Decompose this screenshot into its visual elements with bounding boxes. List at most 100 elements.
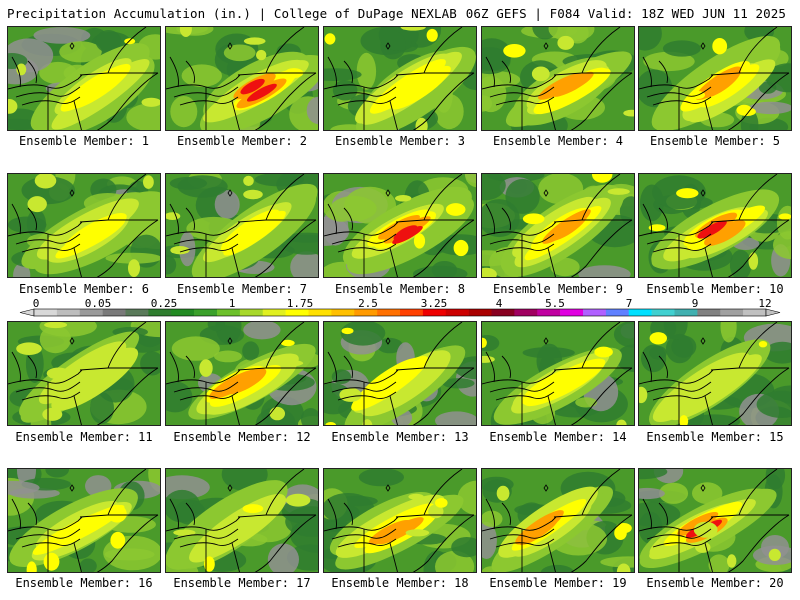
ensemble-member-map <box>481 173 635 278</box>
colorbar-swatch <box>651 309 675 316</box>
ensemble-member-map <box>481 321 635 426</box>
colorbar-swatch <box>56 309 81 316</box>
colorbar-swatch <box>102 309 126 316</box>
ensemble-member-label: Ensemble Member: 12 <box>173 430 311 444</box>
ensemble-member-map <box>481 26 635 131</box>
ensemble-member-map <box>638 321 792 426</box>
ensemble-member-label: Ensemble Member: 9 <box>492 282 624 296</box>
colorbar-swatch <box>331 309 355 316</box>
ensemble-member-label: Ensemble Member: 18 <box>331 576 469 590</box>
colorbar-tick-label: 7 <box>626 298 633 310</box>
precip-map <box>166 174 318 277</box>
ensemble-member-label: Ensemble Member: 17 <box>173 576 311 590</box>
colorbar-swatch <box>262 309 286 316</box>
precip-map <box>482 174 634 277</box>
colorbar-swatch <box>34 309 58 316</box>
colorbar-swatch <box>514 309 538 316</box>
ensemble-member-map <box>165 468 319 573</box>
colorbar-swatch <box>194 309 218 316</box>
colorbar-swatch <box>491 309 515 316</box>
ensemble-member-map <box>323 173 477 278</box>
colorbar-swatch <box>537 309 561 316</box>
ensemble-member-label: Ensemble Member: 5 <box>649 134 781 148</box>
colorbar-swatch <box>217 309 241 316</box>
colorbar-tick-label: 0.25 <box>151 298 178 310</box>
ensemble-member-label: Ensemble Member: 3 <box>334 134 466 148</box>
colorbar-swatch <box>377 309 401 316</box>
precip-map <box>8 469 160 572</box>
run-valid-time: 06Z GEFS | F084 Valid: 18Z WED JUN 11 20… <box>465 6 786 21</box>
colorbar-swatch <box>285 309 309 316</box>
precip-map <box>8 174 160 277</box>
precip-map <box>324 27 476 130</box>
colorbar-swatch <box>445 309 469 316</box>
colorbar-swatch <box>308 309 332 316</box>
colorbar-tick-label: 0 <box>33 298 40 310</box>
colorbar-right-arrow <box>765 308 781 317</box>
ensemble-member-map <box>638 173 792 278</box>
colorbar-left-arrow <box>19 308 35 317</box>
colorbar-swatch <box>239 309 264 316</box>
ensemble-member-map <box>7 468 161 573</box>
ensemble-member-label: Ensemble Member: 20 <box>646 576 784 590</box>
ensemble-member-map <box>323 321 477 426</box>
precip-map <box>166 469 318 572</box>
ensemble-member-label: Ensemble Member: 4 <box>492 134 624 148</box>
colorbar-tick-label: 9 <box>692 298 699 310</box>
ensemble-member-label: Ensemble Member: 7 <box>176 282 308 296</box>
colorbar-swatch <box>720 309 744 316</box>
ensemble-member-label: Ensemble Member: 14 <box>489 430 627 444</box>
colorbar-tick-label: 0.05 <box>85 298 112 310</box>
colorbar-swatch <box>628 309 652 316</box>
precip-map <box>639 27 791 130</box>
ensemble-member-map <box>638 468 792 573</box>
ensemble-member-label: Ensemble Member: 2 <box>176 134 308 148</box>
precip-map <box>324 322 476 425</box>
colorbar-tick-label: 4 <box>496 298 503 310</box>
colorbar-swatch <box>583 309 607 316</box>
page-title: Precipitation Accumulation (in.) | Colle… <box>7 6 457 21</box>
colorbar-swatch <box>79 309 103 316</box>
ensemble-member-map <box>165 173 319 278</box>
precip-map <box>639 322 791 425</box>
precip-map <box>482 469 634 572</box>
ensemble-member-map <box>638 26 792 131</box>
ensemble-member-label: Ensemble Member: 1 <box>18 134 150 148</box>
precip-map <box>639 174 791 277</box>
ensemble-member-map <box>323 26 477 131</box>
ensemble-member-map <box>165 321 319 426</box>
ensemble-member-map <box>323 468 477 573</box>
colorbar-swatch <box>674 309 698 316</box>
ensemble-member-map <box>481 468 635 573</box>
colorbar-swatch <box>743 309 767 316</box>
precip-map <box>639 469 791 572</box>
colorbar-swatch <box>605 309 630 316</box>
precip-colorbar: 0 0.05 0.25 1 1.75 2.5 3.25 4 5.5 7 9 12 <box>19 298 781 317</box>
ensemble-member-label: Ensemble Member: 6 <box>18 282 150 296</box>
colorbar-tick-label: 2.5 <box>358 298 378 310</box>
ensemble-member-label: Ensemble Member: 19 <box>489 576 627 590</box>
colorbar-tick-label: 1 <box>229 298 236 310</box>
colorbar-swatch <box>125 309 149 316</box>
colorbar-swatch <box>697 309 721 316</box>
colorbar-swatch <box>148 309 172 316</box>
precip-map <box>166 322 318 425</box>
ensemble-member-map <box>7 26 161 131</box>
colorbar-swatch <box>560 309 584 316</box>
colorbar-swatch <box>354 309 378 316</box>
ensemble-member-label: Ensemble Member: 8 <box>334 282 466 296</box>
precip-map <box>8 27 160 130</box>
colorbar-swatch <box>422 309 447 316</box>
precip-map <box>324 469 476 572</box>
ensemble-member-label: Ensemble Member: 16 <box>15 576 153 590</box>
colorbar-tick-label: 1.75 <box>287 298 314 310</box>
colorbar-tick-label: 3.25 <box>421 298 448 310</box>
ensemble-member-label: Ensemble Member: 13 <box>331 430 469 444</box>
ensemble-member-map <box>7 173 161 278</box>
ensemble-member-label: Ensemble Member: 11 <box>15 430 153 444</box>
colorbar-swatch <box>171 309 195 316</box>
precip-map <box>8 322 160 425</box>
colorbar-tick-label: 5.5 <box>545 298 565 310</box>
colorbar-swatch <box>468 309 492 316</box>
precip-map <box>482 322 634 425</box>
